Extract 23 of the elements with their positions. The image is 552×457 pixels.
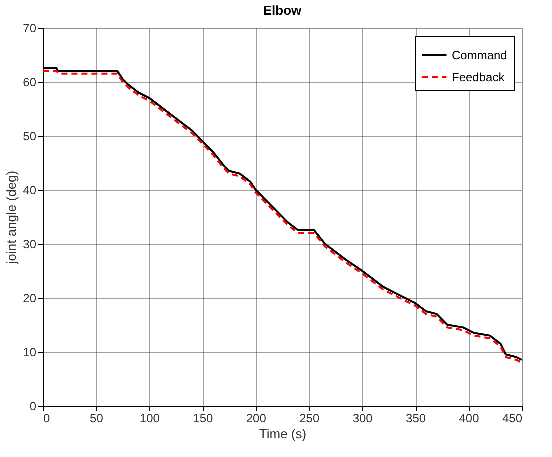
- x-tick-label: 400: [459, 412, 480, 426]
- x-tick-label: 150: [193, 412, 214, 426]
- y-tick-label: 0: [30, 400, 37, 414]
- y-axis-title: joint angle (deg): [4, 170, 20, 266]
- chart-title: Elbow: [263, 3, 303, 18]
- x-tick-label: 50: [90, 412, 104, 426]
- y-tick-label: 70: [23, 22, 37, 36]
- y-tick-label: 30: [23, 238, 37, 252]
- legend-label: Command: [452, 48, 508, 62]
- x-tick-label: 200: [246, 412, 267, 426]
- x-tick-label: 250: [300, 412, 320, 426]
- x-tick-label: 0: [44, 412, 50, 426]
- y-tick-label: 50: [23, 130, 37, 144]
- y-tick-label: 10: [23, 346, 37, 360]
- x-tick-label: 300: [352, 412, 374, 426]
- x-tick-label: 100: [140, 412, 160, 426]
- y-tick-label: 60: [23, 76, 37, 90]
- y-tick-label: 20: [23, 292, 37, 306]
- y-tick-label: 40: [23, 184, 37, 198]
- legend-label: Feedback: [452, 70, 506, 84]
- x-axis-title: Time (s): [259, 426, 307, 442]
- x-tick-label: 350: [406, 412, 426, 426]
- x-tick-label: 450: [502, 412, 523, 426]
